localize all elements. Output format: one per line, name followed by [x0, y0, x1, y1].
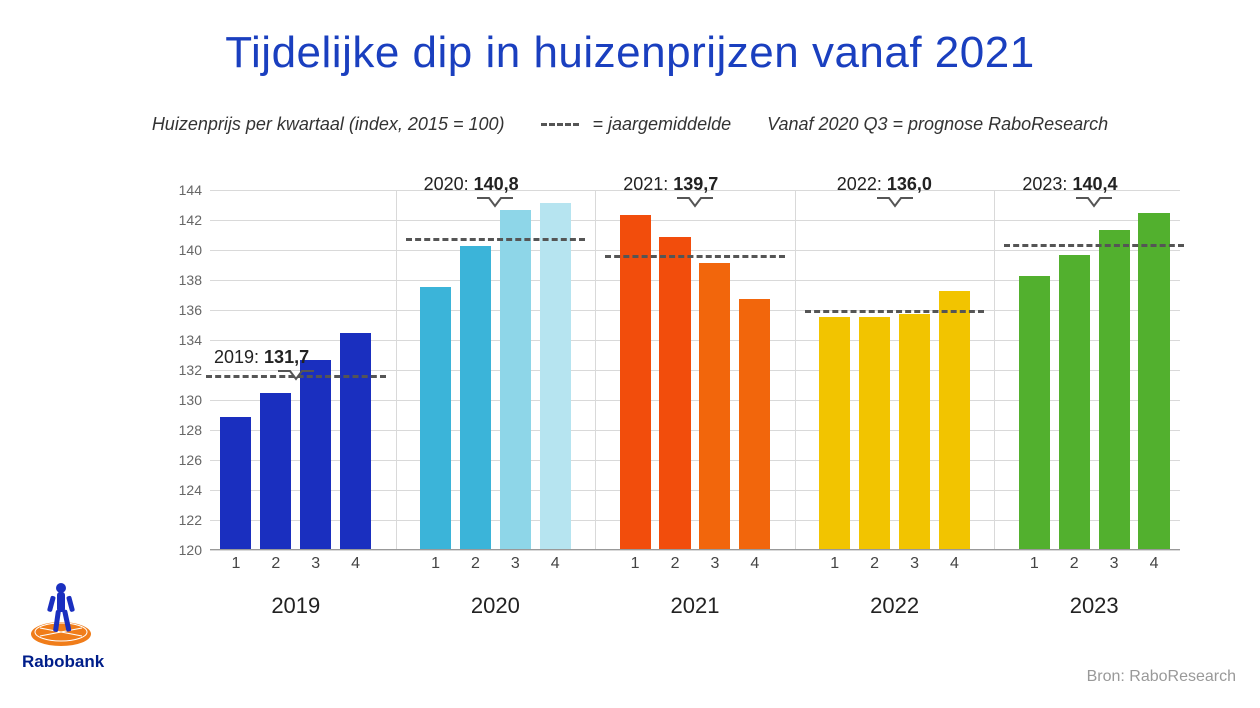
legend-dash: = jaargemiddelde: [541, 114, 732, 135]
avg-label: 2019: 131,7: [214, 347, 309, 368]
quarter-label: 3: [1099, 555, 1130, 573]
subtitle-right: Vanaf 2020 Q3 = prognose RaboResearch: [767, 114, 1108, 135]
bar: [420, 287, 451, 550]
group-separator: [994, 190, 995, 549]
avg-marker-icon: [875, 196, 915, 210]
bar: [699, 263, 730, 550]
bar: [859, 317, 890, 550]
subtitle-left: Huizenprijs per kwartaal (index, 2015 = …: [152, 114, 505, 135]
quarter-label: 4: [540, 555, 571, 573]
year-label: 2022: [809, 593, 981, 619]
y-tick-label: 134: [166, 332, 202, 348]
y-tick-label: 130: [166, 392, 202, 408]
quarter-label: 1: [819, 555, 850, 573]
y-tick-label: 144: [166, 182, 202, 198]
year-label: 2021: [609, 593, 781, 619]
bar: [460, 246, 491, 549]
bar: [739, 299, 770, 550]
bar: [939, 291, 970, 549]
plot-area: 1201221241261281301321341361381401421441…: [210, 190, 1180, 550]
y-tick-label: 140: [166, 242, 202, 258]
year-label: 2019: [210, 593, 382, 619]
y-tick-label: 142: [166, 212, 202, 228]
bar: [1059, 255, 1090, 549]
year-group: 12342021: 139,72021: [609, 190, 781, 549]
y-tick-label: 132: [166, 362, 202, 378]
year-group: 12342023: 140,42023: [1008, 190, 1180, 549]
avg-label: 2021: 139,7: [623, 174, 718, 195]
bar: [1019, 276, 1050, 549]
quarter-label: 1: [220, 555, 251, 573]
y-tick-label: 128: [166, 422, 202, 438]
avg-marker-icon: [475, 196, 515, 210]
bar: [1138, 213, 1169, 549]
y-tick-label: 136: [166, 302, 202, 318]
bar: [899, 314, 930, 550]
quarter-label: 2: [260, 555, 291, 573]
bar: [220, 417, 251, 549]
bar: [620, 215, 651, 550]
avg-line: [1004, 244, 1184, 247]
quarter-label: 4: [739, 555, 770, 573]
quarter-label: 4: [1138, 555, 1169, 573]
group-separator: [396, 190, 397, 549]
source-text: Bron: RaboResearch: [1087, 668, 1236, 686]
group-separator: [795, 190, 796, 549]
quarter-label: 3: [300, 555, 331, 573]
year-group: 12342020: 140,82020: [410, 190, 582, 549]
quarter-label: 1: [1019, 555, 1050, 573]
quarter-label: 3: [699, 555, 730, 573]
rabobank-logo: Rabobank: [22, 578, 104, 672]
avg-line: [805, 310, 985, 313]
quarter-label: 1: [620, 555, 651, 573]
chart: 1201221241261281301321341361381401421441…: [170, 190, 1180, 590]
year-group: 12342022: 136,02022: [809, 190, 981, 549]
y-tick-label: 138: [166, 272, 202, 288]
subtitle-mid: = jaargemiddelde: [593, 114, 732, 135]
y-tick-label: 126: [166, 452, 202, 468]
bar: [300, 360, 331, 549]
bar: [659, 237, 690, 549]
dash-sample-icon: [541, 123, 579, 126]
year-label: 2020: [410, 593, 582, 619]
year-label: 2023: [1008, 593, 1180, 619]
chart-title: Tijdelijke dip in huizenprijzen vanaf 20…: [0, 0, 1260, 78]
y-tick-label: 122: [166, 512, 202, 528]
bar: [340, 333, 371, 549]
bar: [1099, 230, 1130, 550]
quarter-label: 2: [1059, 555, 1090, 573]
year-group: 12342019: 131,72019: [210, 190, 382, 549]
quarter-label: 3: [899, 555, 930, 573]
quarter-label: 4: [340, 555, 371, 573]
bar: [500, 210, 531, 549]
logo-text: Rabobank: [22, 652, 104, 672]
quarter-label: 2: [859, 555, 890, 573]
group-separator: [595, 190, 596, 549]
avg-marker-icon: [276, 369, 316, 383]
quarter-label: 4: [939, 555, 970, 573]
avg-label: 2020: 140,8: [424, 174, 519, 195]
quarter-label: 1: [420, 555, 451, 573]
quarter-label: 2: [460, 555, 491, 573]
bar: [819, 317, 850, 550]
avg-label: 2022: 136,0: [837, 174, 932, 195]
avg-marker-icon: [675, 196, 715, 210]
quarter-label: 3: [500, 555, 531, 573]
logo-icon: [22, 578, 100, 650]
subtitle-row: Huizenprijs per kwartaal (index, 2015 = …: [0, 114, 1260, 135]
gridline: [210, 550, 1180, 551]
bar: [260, 393, 291, 549]
y-tick-label: 124: [166, 482, 202, 498]
y-tick-label: 120: [166, 542, 202, 558]
quarter-label: 2: [659, 555, 690, 573]
avg-label: 2023: 140,4: [1022, 174, 1117, 195]
bar: [540, 203, 571, 550]
avg-line: [406, 238, 586, 241]
avg-marker-icon: [1074, 196, 1114, 210]
avg-line: [605, 255, 785, 258]
